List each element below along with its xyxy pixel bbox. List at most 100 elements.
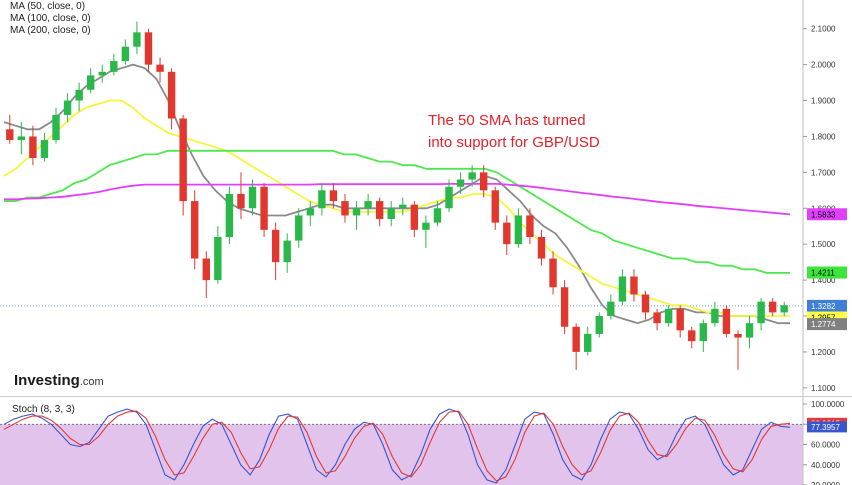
candle-body xyxy=(491,190,499,223)
candle-body xyxy=(202,258,210,281)
candle-body xyxy=(584,333,592,352)
candle-body xyxy=(248,186,257,209)
ma-line-0 xyxy=(3,63,790,325)
candle-body xyxy=(468,172,476,180)
candle-body xyxy=(63,100,72,115)
candle-body xyxy=(514,215,523,245)
candle-body xyxy=(722,308,731,334)
candle-body xyxy=(306,208,315,216)
candle-body xyxy=(734,333,742,338)
candle-body xyxy=(780,305,788,313)
candle-body xyxy=(318,190,326,209)
candle-body xyxy=(167,71,176,119)
annotation-line-1: The 50 SMA has turned xyxy=(428,112,586,129)
stochastic-panel xyxy=(0,408,803,485)
candle-body xyxy=(572,326,580,352)
candle-body xyxy=(29,136,37,158)
candle-body xyxy=(537,237,546,259)
candle-body xyxy=(133,32,141,47)
brand-name: Investing xyxy=(14,372,80,389)
ma-line-1 xyxy=(3,99,790,317)
price-badge xyxy=(807,299,847,312)
candle-body xyxy=(214,237,222,281)
price-tick-label: 2.1000 xyxy=(811,25,836,34)
price-tick-label: 1.7000 xyxy=(811,168,836,177)
candle-body xyxy=(156,64,164,72)
price-tick-label: 1.4000 xyxy=(811,276,836,285)
candle-body xyxy=(110,61,118,72)
candle-body xyxy=(676,308,684,331)
legend-ma-100: MA (100, close, 0) xyxy=(10,13,91,24)
candle-body xyxy=(699,323,708,342)
candle-body xyxy=(6,129,14,141)
candle-body xyxy=(191,201,199,259)
candle-body xyxy=(618,276,627,302)
candle-body xyxy=(549,258,557,288)
investing-logo: Investing.com xyxy=(14,372,104,389)
indicator-legend: MA (50, close, 0) MA (100, close, 0) MA … xyxy=(10,1,91,37)
candle-body xyxy=(503,222,511,245)
candle-body xyxy=(445,186,453,209)
ma-line-3 xyxy=(4,182,791,216)
candle-body xyxy=(607,301,615,316)
candle-body xyxy=(283,240,291,263)
price-tick-label: 1.5000 xyxy=(811,240,836,249)
price-badge xyxy=(807,208,847,221)
candle-body xyxy=(711,308,719,324)
candle-body xyxy=(329,190,338,202)
price-badge-label: 1.2774 xyxy=(811,320,836,329)
stoch-tick-label: 100.0000 xyxy=(811,400,845,409)
candle-body xyxy=(260,186,268,230)
candle-body xyxy=(375,201,384,220)
candle-body xyxy=(560,287,569,327)
candle-body xyxy=(456,179,465,187)
candle-body xyxy=(630,276,638,295)
stoch-badge xyxy=(807,421,847,433)
candle-body xyxy=(387,208,395,220)
stoch-tick-label: 20.0000 xyxy=(811,481,840,485)
annotation-line-2: into support for GBP/USD xyxy=(428,134,600,151)
candle-body xyxy=(641,294,650,313)
candle-body xyxy=(341,201,349,216)
price-tick-label: 1.9000 xyxy=(811,97,836,106)
candle-body xyxy=(745,323,754,338)
chart-annotation: The 50 SMA has turned into support for G… xyxy=(428,110,600,154)
candle-body xyxy=(237,193,245,209)
candle-body xyxy=(364,201,372,209)
price-tick-label: 1.2000 xyxy=(811,348,836,357)
ma-line-2 xyxy=(4,149,790,274)
legend-ma-200: MA (200, close, 0) xyxy=(10,25,91,36)
stoch-label: Stoch (8, 3, 3) xyxy=(12,404,75,415)
candle-body xyxy=(410,204,419,230)
candle-body xyxy=(75,89,83,101)
price-badge xyxy=(807,266,847,279)
candle-body xyxy=(479,172,488,191)
candle-body xyxy=(352,208,361,216)
candle-body xyxy=(653,312,661,324)
candle-body xyxy=(52,114,60,141)
stoch-band xyxy=(0,424,803,485)
candle-body xyxy=(295,215,303,241)
moving-average-lines xyxy=(3,63,791,325)
price-badge-label: 1.4211 xyxy=(811,269,835,278)
candlesticks xyxy=(6,21,788,370)
stochastic-axis: 100.000080.000060.000040.000020.000080.9… xyxy=(803,400,847,485)
candle-body xyxy=(86,75,95,90)
price-badge-label: 1.5833 xyxy=(811,210,836,219)
candle-body xyxy=(40,140,49,158)
candle-body xyxy=(526,215,534,237)
candle-body xyxy=(98,71,106,76)
candle-body xyxy=(121,46,130,62)
candle-body xyxy=(225,193,234,237)
price-tick-label: 1.8000 xyxy=(811,132,836,141)
candle-body xyxy=(144,32,153,65)
legend-ma-50: MA (50, close, 0) xyxy=(10,1,86,12)
candle-body xyxy=(664,308,673,324)
candle-body xyxy=(433,208,442,223)
price-badge xyxy=(807,318,847,331)
price-badge-label: 1.3282 xyxy=(811,302,836,311)
stoch-tick-label: 40.0000 xyxy=(811,461,840,470)
price-tick-label: 2.0000 xyxy=(811,61,836,70)
candle-body xyxy=(595,316,603,334)
